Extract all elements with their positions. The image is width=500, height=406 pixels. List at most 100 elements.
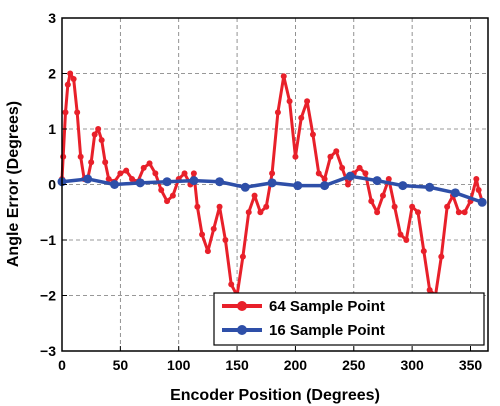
data-point (327, 153, 334, 160)
data-point (240, 182, 250, 192)
data-point (216, 203, 223, 210)
data-point (67, 70, 74, 77)
y-tick-label: −1 (40, 232, 56, 248)
data-point (135, 178, 145, 188)
data-point (368, 198, 375, 205)
data-point (379, 192, 386, 199)
data-point (239, 253, 246, 260)
legend-label-16: 16 Sample Point (269, 322, 385, 339)
data-point (169, 192, 176, 199)
x-tick-label: 150 (225, 357, 249, 373)
data-point (98, 137, 105, 144)
data-point (257, 209, 264, 216)
data-point (420, 248, 427, 255)
data-point (426, 286, 433, 293)
legend: 64 Sample Point 16 Sample Point (213, 292, 485, 346)
data-point (286, 98, 293, 105)
data-point (425, 182, 435, 192)
x-tick-label: 50 (113, 357, 129, 373)
data-point (320, 181, 330, 191)
data-point (129, 175, 136, 182)
data-point (450, 188, 460, 198)
y-tick-label: −3 (40, 343, 56, 359)
data-point (293, 181, 303, 191)
data-point (70, 76, 77, 83)
data-point (123, 167, 130, 174)
y-tick-label: 2 (48, 66, 56, 82)
data-point (455, 209, 462, 216)
data-point (162, 177, 172, 187)
data-point (344, 181, 351, 188)
series-line (60, 72, 484, 297)
data-point (372, 176, 382, 186)
data-point (62, 109, 69, 116)
legend-marker-16 (237, 325, 247, 335)
data-point (194, 203, 201, 210)
data-point (444, 203, 451, 210)
data-point (222, 237, 229, 243)
data-point (269, 170, 276, 177)
data-point (356, 164, 363, 171)
data-point (152, 170, 159, 177)
data-point (409, 203, 416, 210)
y-tick-label: −2 (40, 288, 56, 304)
data-point (477, 197, 487, 207)
data-point (321, 175, 328, 182)
data-point (309, 131, 316, 138)
data-point (245, 209, 252, 216)
x-tick-label: 100 (167, 357, 191, 373)
data-point (189, 176, 199, 186)
data-point (210, 225, 217, 232)
data-point (280, 73, 287, 80)
data-point (267, 178, 277, 188)
data-point (333, 148, 340, 155)
data-point (77, 153, 84, 160)
data-point (110, 180, 120, 189)
data-point (362, 170, 369, 177)
data-point (461, 209, 468, 216)
x-tick-label: 200 (284, 357, 308, 373)
data-point (74, 109, 81, 116)
data-point (397, 231, 404, 238)
data-point (95, 126, 102, 132)
x-tick-label: 250 (342, 357, 366, 373)
data-point (263, 203, 270, 210)
x-tick-label: 300 (400, 357, 424, 373)
data-point (190, 170, 197, 177)
data-point (339, 164, 346, 171)
data-point (298, 114, 305, 121)
y-axis-label: Angle Error (Degrees) (5, 101, 22, 267)
data-point (88, 159, 95, 166)
y-tick-label: 3 (48, 10, 56, 26)
data-point (102, 159, 109, 166)
tick-labels: 0 50 100 150 200 250 300 350 3 2 1 0 −1 −2 −3 (40, 10, 482, 373)
series-layer (57, 70, 487, 299)
data-point (274, 109, 281, 116)
data-point (345, 171, 355, 181)
data-point (204, 248, 211, 255)
data-point (438, 253, 445, 260)
legend-marker-64 (237, 301, 247, 311)
data-point (83, 174, 93, 184)
x-axis-label: Encoder Position (Degrees) (170, 387, 380, 404)
data-point (315, 170, 322, 177)
data-point (146, 160, 153, 167)
data-point (473, 175, 480, 182)
data-point (251, 192, 258, 199)
data-point (91, 131, 98, 138)
x-tick-label: 0 (58, 357, 66, 373)
series-16-sample (57, 171, 487, 207)
x-tick-label: 350 (459, 357, 483, 373)
data-point (60, 153, 67, 160)
y-tick-label: 0 (48, 177, 56, 193)
y-tick-label: 1 (48, 121, 56, 137)
data-point (228, 281, 235, 288)
data-point (475, 187, 482, 194)
data-point (292, 153, 299, 160)
data-point (385, 175, 392, 182)
data-point (391, 203, 398, 210)
data-point (374, 209, 381, 216)
data-point (164, 198, 171, 205)
data-point (199, 231, 206, 238)
data-point (414, 209, 421, 216)
